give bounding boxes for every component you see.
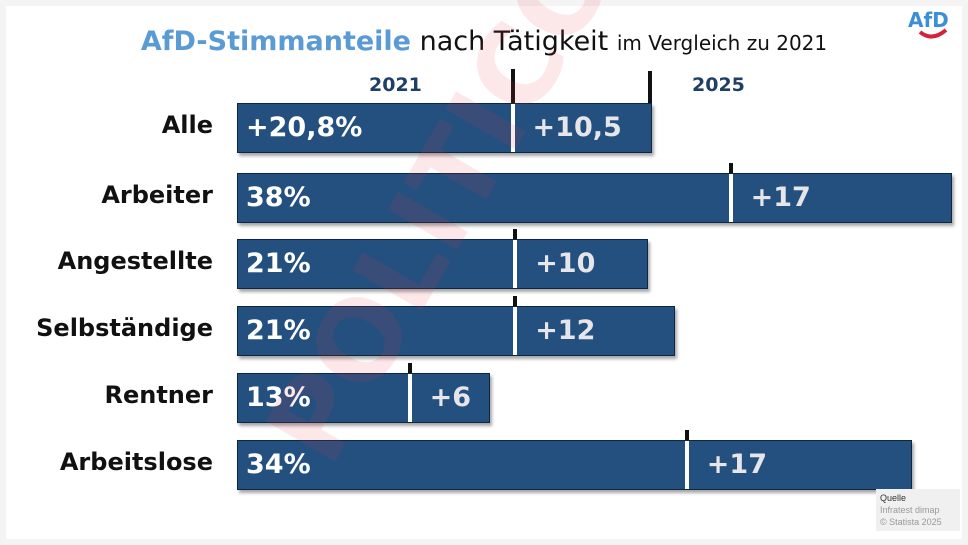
bar-angestellte: 21% +10 xyxy=(237,239,649,289)
tick-2021 xyxy=(407,363,412,373)
value-2021-label: 34% xyxy=(246,449,311,480)
value-2021-label: 21% xyxy=(246,315,311,346)
change-label: +12 xyxy=(535,315,596,346)
source-line2: © Statista 2025 xyxy=(880,517,942,527)
bar-alle: +20,8% +10,5 xyxy=(237,103,653,153)
tick-2025 xyxy=(648,71,653,103)
source-heading: Quelle xyxy=(880,493,907,503)
bar-selbständige: 21% +12 xyxy=(237,306,675,356)
category-label: Angestellte xyxy=(57,247,213,275)
change-label: +17 xyxy=(706,449,767,480)
divider-2021 xyxy=(728,174,733,222)
title-main: nach Tätigkeit xyxy=(419,26,609,57)
divider-2021 xyxy=(510,104,515,152)
category-label: Arbeiter xyxy=(101,181,213,209)
value-2021-label: 38% xyxy=(246,182,311,213)
category-label: Alle xyxy=(161,111,213,139)
change-label: +10 xyxy=(535,248,596,279)
bar-rentner: 13% +6 xyxy=(237,373,490,423)
category-label: Arbeitslose xyxy=(59,448,213,476)
chart-title: AfD-Stimmanteile nach Tätigkeit im Vergl… xyxy=(0,26,968,57)
tick-2021 xyxy=(513,296,518,306)
afd-logo: AfD xyxy=(908,8,949,32)
change-label: +17 xyxy=(750,182,811,213)
bar-arbeiter: 38% +17 xyxy=(237,173,952,223)
title-suffix: im Vergleich zu 2021 xyxy=(616,31,828,55)
change-label: +10,5 xyxy=(532,112,622,143)
bar-arbeitslose: 34% +17 xyxy=(237,440,913,490)
legend-2025: 2025 xyxy=(692,74,745,96)
value-2021-label: 13% xyxy=(246,382,311,413)
tick-2021 xyxy=(684,430,689,440)
value-2021-label: 21% xyxy=(246,248,311,279)
source-line1: Infratest dimap xyxy=(880,505,940,515)
title-highlight: AfD-Stimmanteile xyxy=(140,26,411,57)
logo-swoosh-icon xyxy=(918,28,948,39)
source-box: Quelle Infratest dimap © Statista 2025 xyxy=(876,489,960,531)
divider-2021 xyxy=(407,374,412,422)
divider-2021 xyxy=(513,240,518,288)
change-label: +6 xyxy=(429,382,472,413)
tick-2021 xyxy=(510,69,515,103)
tick-2021 xyxy=(728,163,733,173)
divider-2021 xyxy=(684,441,689,489)
category-label: Rentner xyxy=(104,381,213,409)
legend-2021: 2021 xyxy=(369,74,422,96)
category-label: Selbständige xyxy=(36,314,213,342)
divider-2021 xyxy=(513,307,518,355)
tick-2021 xyxy=(513,229,518,239)
value-2021-label: +20,8% xyxy=(246,112,363,143)
